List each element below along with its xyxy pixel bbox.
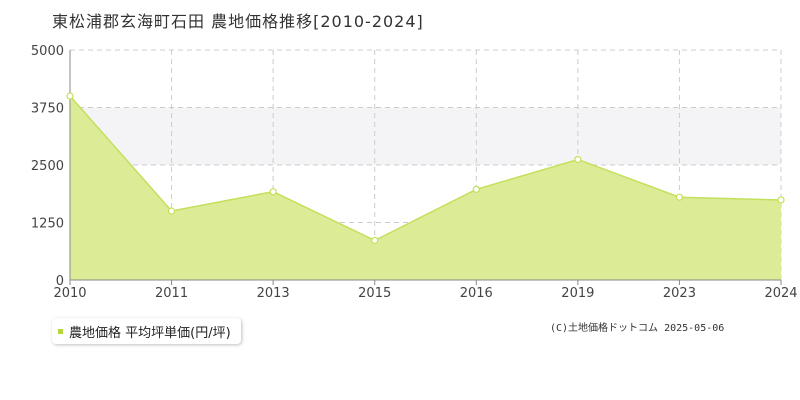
x-tick-label-2023: 2023	[663, 286, 696, 301]
series-line	[69, 95, 782, 242]
x-tick-label-2010: 2010	[53, 286, 86, 301]
y-tick-label-0: 0	[56, 274, 64, 289]
chart-points	[66, 92, 785, 245]
legend-label: 農地価格 平均坪単価(円/坪)	[69, 325, 231, 341]
x-tick-label-2011: 2011	[155, 286, 188, 301]
x-tick-label-2024: 2024	[764, 286, 797, 301]
copyright-text: (C)土地価格ドットコム 2025-05-06	[550, 323, 725, 334]
chart-bands	[70, 107, 781, 165]
chart-band	[70, 107, 781, 165]
series-area	[70, 96, 781, 280]
chart-title: 東松浦郡玄海町石田 農地価格推移[2010-2024]	[52, 12, 424, 31]
data-point-2013	[269, 188, 277, 196]
x-tick-label-2015: 2015	[358, 286, 391, 301]
data-point-2019	[574, 155, 582, 164]
y-tick-label-2: 2500	[31, 159, 64, 174]
y-tick-label-1: 1250	[31, 217, 64, 232]
data-point-2016	[472, 185, 480, 193]
data-point-2011	[167, 207, 176, 215]
chart-axes	[69, 50, 782, 285]
data-point-2015	[371, 236, 379, 245]
chart-area	[69, 95, 782, 280]
data-point-2023	[675, 193, 684, 201]
legend: 農地価格 平均坪単価(円/坪)	[52, 318, 241, 344]
x-tick-label-2019: 2019	[561, 286, 594, 301]
x-tick-label-2013: 2013	[257, 286, 290, 301]
data-point-2024	[777, 196, 785, 204]
chart-labels: 0 1250 2500 3750 5000 2010 2011 2013 2015 2016 201…	[31, 44, 798, 301]
y-tick-label-3: 3750	[31, 102, 64, 117]
x-tick-label-2016: 2016	[460, 286, 493, 301]
y-tick-label-4: 5000	[31, 44, 64, 59]
data-point-2010	[66, 92, 74, 100]
legend-marker	[58, 328, 63, 334]
